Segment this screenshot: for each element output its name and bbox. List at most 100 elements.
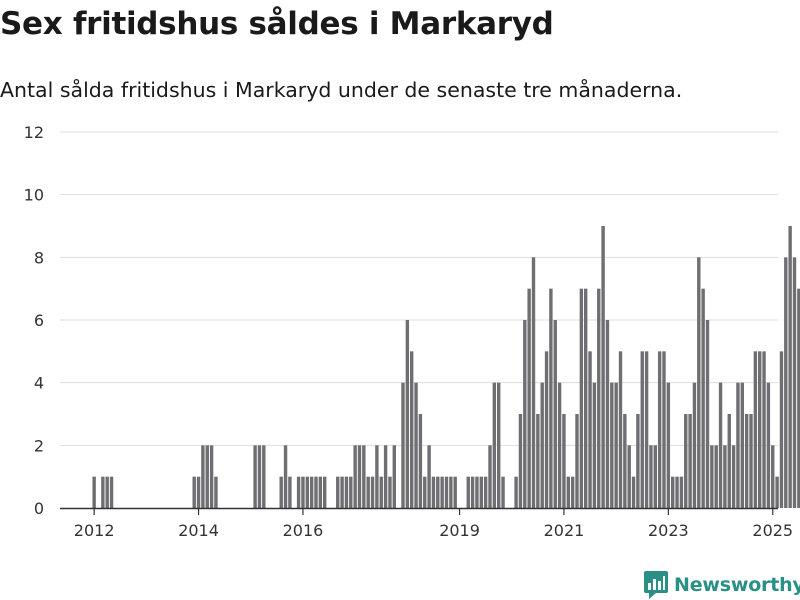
bar	[631, 476, 636, 508]
bar	[527, 288, 531, 508]
bar	[675, 476, 679, 508]
bar	[470, 476, 475, 508]
bar	[536, 414, 540, 508]
bar	[753, 351, 758, 508]
bar	[336, 476, 340, 508]
bar	[605, 320, 610, 508]
bar	[205, 445, 209, 508]
bar	[601, 226, 605, 508]
bar	[488, 445, 492, 508]
bar	[653, 445, 657, 508]
bar	[383, 445, 388, 508]
bar	[792, 257, 797, 508]
bar	[597, 288, 601, 508]
bar	[423, 476, 427, 508]
bar	[375, 445, 379, 508]
bar	[444, 476, 449, 508]
bar	[340, 476, 344, 508]
bar	[710, 445, 714, 508]
brand-logo: Newsworthy	[644, 570, 800, 600]
bar	[283, 445, 288, 508]
bar	[697, 257, 701, 508]
bar	[301, 476, 305, 508]
bar	[431, 476, 436, 508]
bar	[418, 414, 423, 508]
chart-subtitle: Antal sålda fritidshus i Markaryd under …	[0, 78, 683, 102]
bar	[666, 382, 671, 508]
bar	[449, 476, 453, 508]
bar	[514, 476, 518, 508]
bar	[544, 351, 549, 508]
bar	[344, 476, 349, 508]
bar	[192, 476, 196, 508]
bar	[579, 288, 584, 508]
bar	[744, 414, 749, 508]
bar	[714, 445, 718, 508]
bar	[105, 476, 109, 508]
y-tick-label: 12	[24, 123, 44, 142]
bar	[353, 445, 357, 508]
bar	[657, 351, 662, 508]
bar	[671, 476, 675, 508]
bar	[101, 476, 105, 508]
bar	[453, 476, 457, 508]
bar	[492, 382, 497, 508]
bar	[679, 476, 684, 508]
bar	[705, 320, 710, 508]
bar	[588, 351, 592, 508]
bar	[662, 351, 666, 508]
bar	[723, 445, 727, 508]
bar	[610, 382, 614, 508]
bar	[566, 476, 570, 508]
newsworthy-logo-icon	[644, 571, 668, 599]
bar	[749, 414, 753, 508]
bar	[627, 445, 631, 508]
bar	[692, 382, 697, 508]
bar	[370, 476, 375, 508]
bar	[570, 476, 575, 508]
bar	[401, 382, 405, 508]
bar	[296, 476, 301, 508]
x-tick-label: 2019	[439, 521, 480, 540]
bar	[497, 382, 501, 508]
bar	[357, 445, 362, 508]
bar	[688, 414, 692, 508]
bar	[557, 382, 562, 508]
y-tick-label: 2	[34, 436, 44, 455]
bar	[584, 288, 588, 508]
bar	[740, 382, 744, 508]
bar	[479, 476, 483, 508]
x-tick-label: 2023	[648, 521, 689, 540]
bar	[549, 288, 553, 508]
bar	[523, 320, 527, 508]
bar	[762, 351, 766, 508]
bar	[540, 382, 544, 508]
bar	[518, 414, 523, 508]
bar	[262, 445, 266, 508]
x-tick-label: 2012	[74, 521, 115, 540]
chart-title: Sex fritidshus såldes i Markaryd	[0, 6, 554, 42]
y-tick-label: 10	[24, 186, 44, 205]
y-tick-label: 4	[34, 374, 44, 393]
bar	[640, 351, 644, 508]
bar	[718, 382, 723, 508]
bar	[475, 476, 479, 508]
bar	[388, 476, 392, 508]
bar	[483, 476, 488, 508]
bar	[92, 476, 96, 508]
bar	[636, 414, 640, 508]
bar	[797, 288, 800, 508]
bar	[405, 320, 410, 508]
bar	[501, 476, 505, 508]
x-tick-label: 2025	[752, 521, 793, 540]
bar	[323, 476, 327, 508]
bar	[771, 445, 775, 508]
x-tick-label: 2016	[283, 521, 324, 540]
bar	[618, 351, 623, 508]
bar	[414, 382, 418, 508]
bar	[279, 476, 283, 508]
bar	[410, 351, 414, 508]
brand-name: Newsworthy	[674, 574, 800, 596]
bar	[440, 476, 444, 508]
